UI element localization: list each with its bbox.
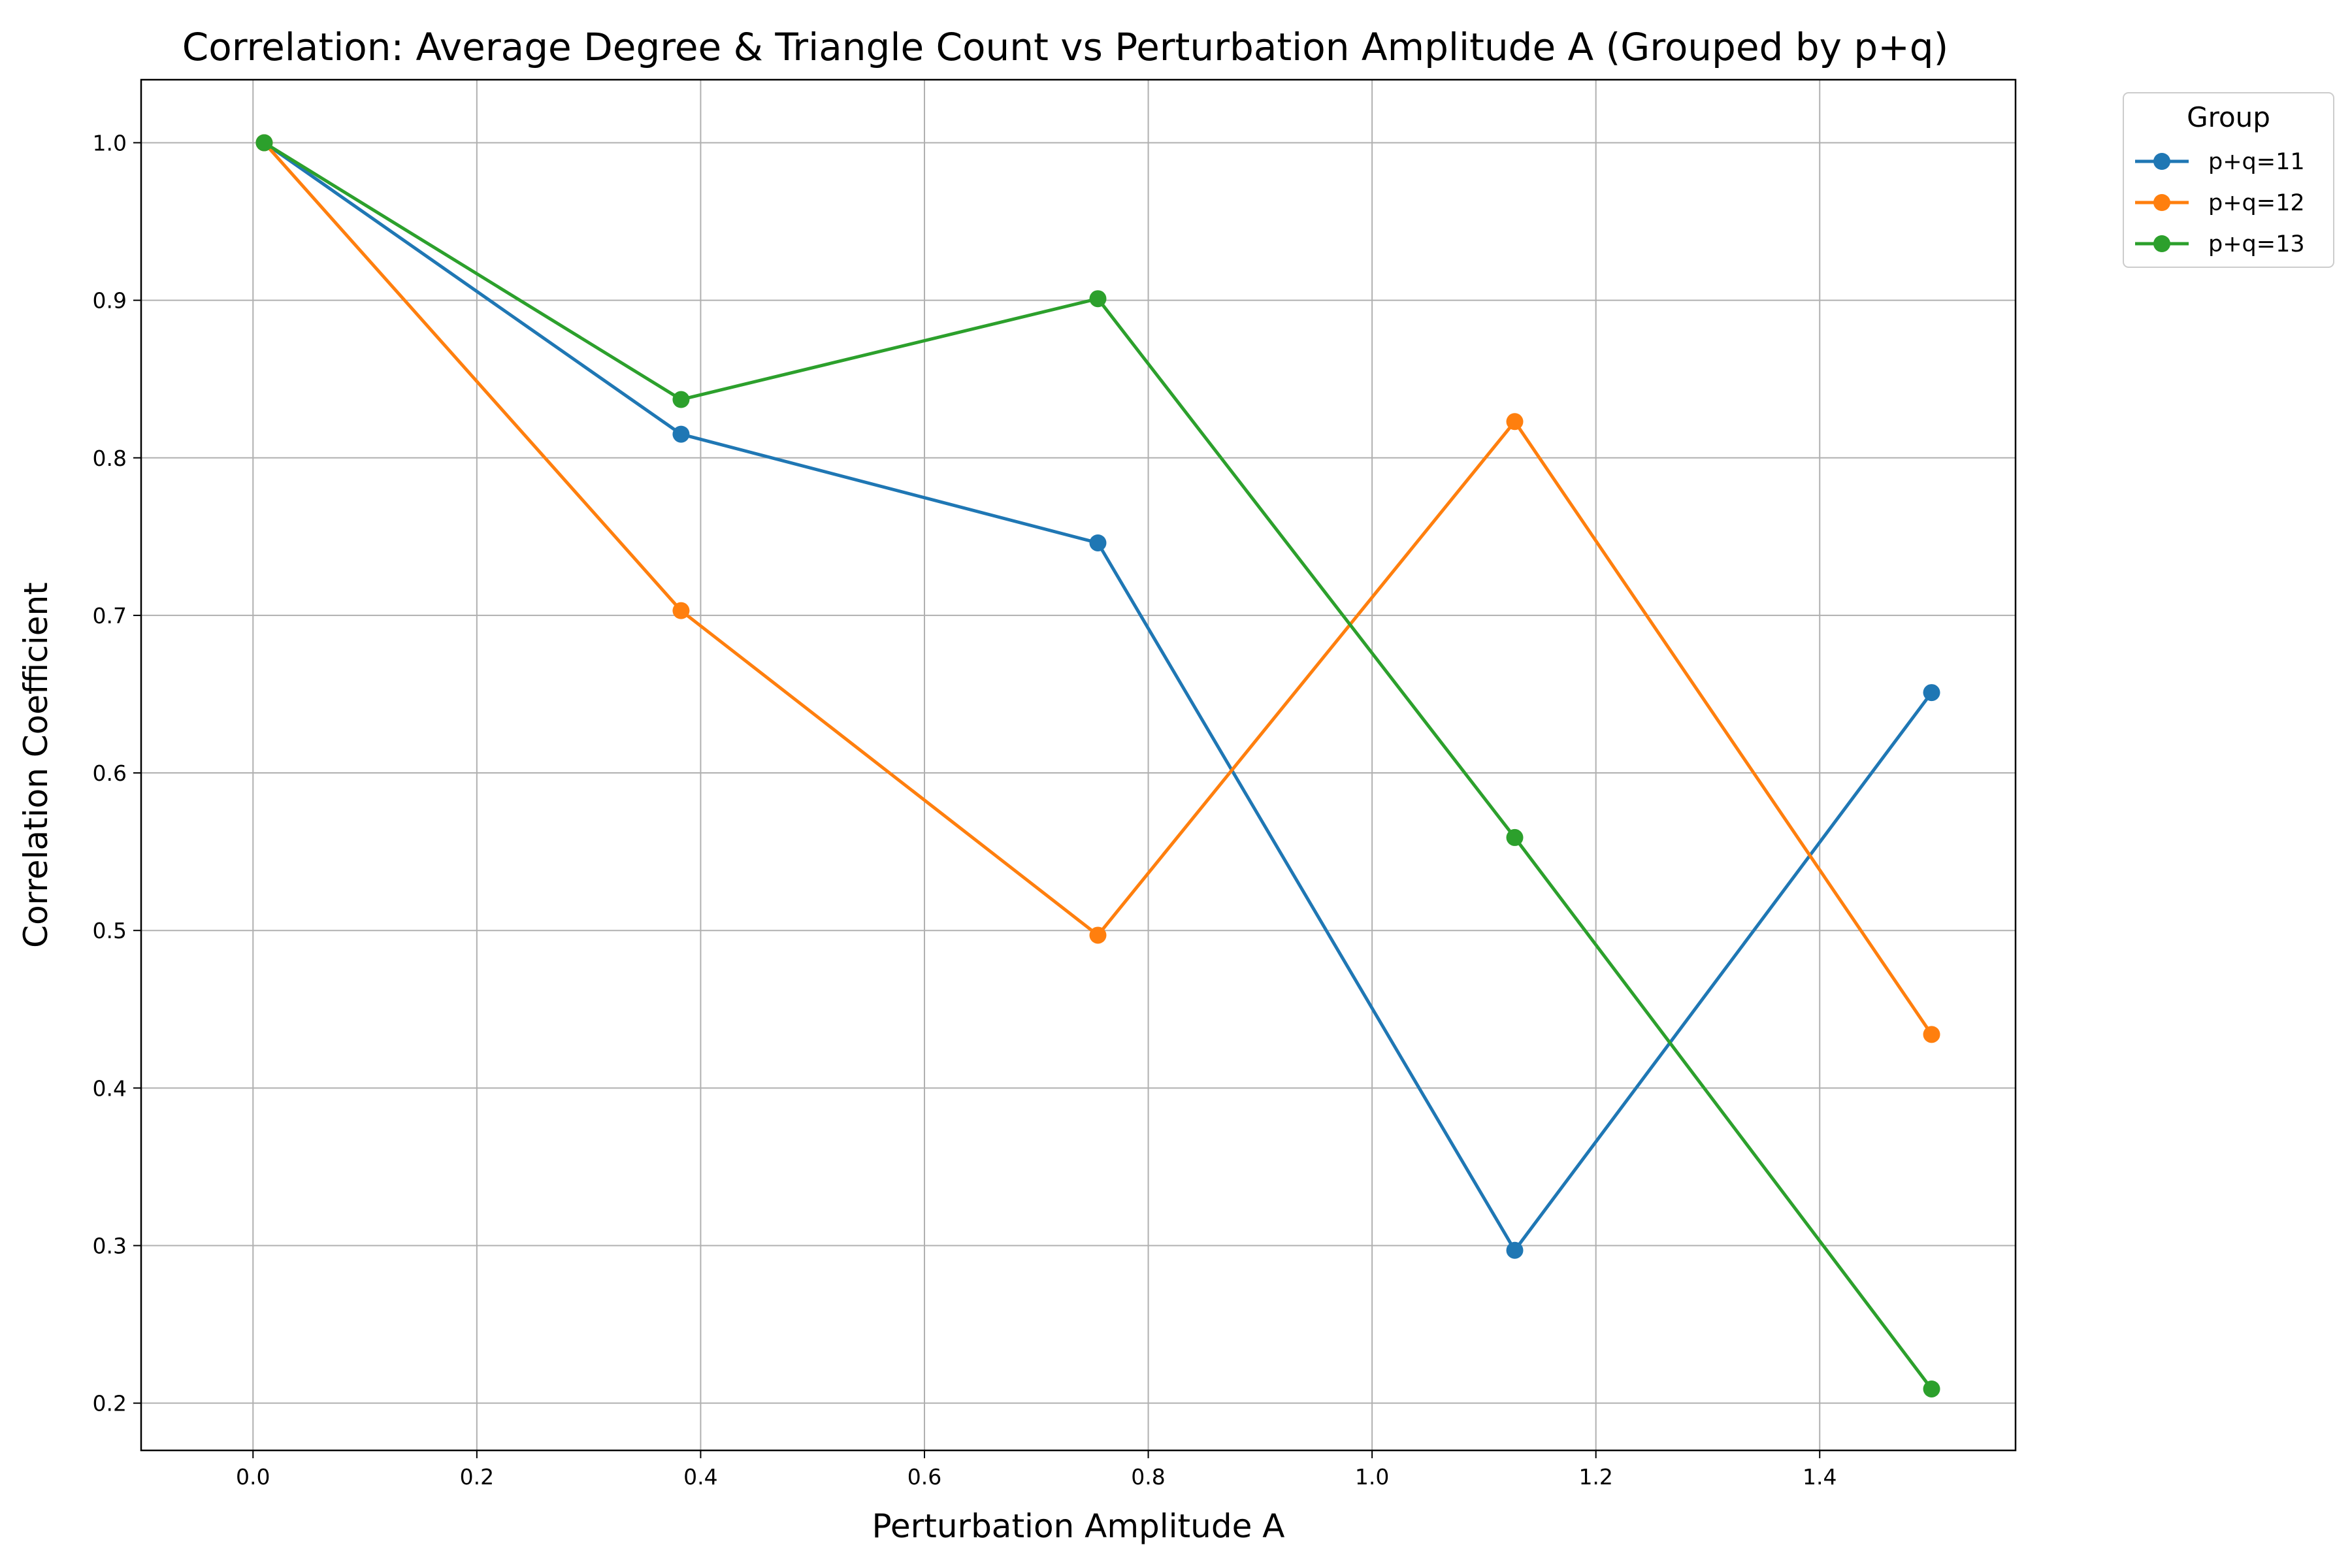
y-axis-title: Correlation Coefficient xyxy=(17,582,55,948)
x-tick-label: 1.0 xyxy=(1355,1464,1389,1490)
x-tick-label: 1.4 xyxy=(1803,1464,1837,1490)
grid xyxy=(141,80,2016,1450)
data-point xyxy=(1506,1241,1524,1259)
ticks: 0.0 0.2 0.4 0.6 0.8 1.0 1.2 1.4 0.2 0.3 0.4 0.5 0.6 0… xyxy=(93,130,1837,1490)
y-tick-label: 0.7 xyxy=(93,603,127,629)
y-tick-label: 0.3 xyxy=(93,1233,127,1259)
x-tick-label: 0.4 xyxy=(683,1464,717,1490)
x-tick-label: 0.0 xyxy=(236,1464,270,1490)
legend-box xyxy=(2123,92,2334,268)
y-tick-label: 0.9 xyxy=(93,288,127,314)
x-tick-label: 0.6 xyxy=(907,1464,941,1490)
legend-swatch-marker xyxy=(2153,153,2170,170)
legend-title: Group xyxy=(2187,101,2270,133)
legend-label: p+q=11 xyxy=(2208,149,2305,175)
y-tick-label: 0.8 xyxy=(93,446,127,471)
y-tick-label: 0.5 xyxy=(93,918,127,943)
legend-item: p+q=11 xyxy=(2135,149,2305,175)
data-point xyxy=(1089,534,1107,551)
legend-swatch-marker xyxy=(2153,194,2170,211)
data-point xyxy=(1923,1026,1940,1043)
chart-title: Correlation: Average Degree & Triangle C… xyxy=(182,25,1949,69)
data-point xyxy=(672,391,690,408)
x-tick-label: 0.8 xyxy=(1131,1464,1165,1490)
series-layer xyxy=(255,134,1940,1397)
y-tick-label: 0.6 xyxy=(93,760,127,786)
series-p+q=13 xyxy=(255,134,1940,1397)
y-tick-label: 0.2 xyxy=(93,1391,127,1416)
x-tick-label: 1.2 xyxy=(1578,1464,1612,1490)
data-point xyxy=(1923,684,1940,702)
data-point xyxy=(1089,926,1107,944)
legend-item: p+q=12 xyxy=(2135,190,2305,216)
legend-items: p+q=11 p+q=12 p+q=13 xyxy=(2135,149,2305,257)
data-point xyxy=(1923,1380,1940,1397)
x-axis-title: Perturbation Amplitude A xyxy=(872,1507,1285,1545)
data-point xyxy=(672,425,690,443)
data-point xyxy=(1506,828,1524,846)
y-tick-label: 1.0 xyxy=(93,130,127,155)
plot-frame xyxy=(140,78,2017,1452)
data-point xyxy=(255,134,273,152)
legend: Group p+q=11 p+q=12 p+q=13 xyxy=(2123,92,2334,268)
legend-label: p+q=13 xyxy=(2208,231,2305,257)
data-point xyxy=(1506,413,1524,431)
legend-swatch-marker xyxy=(2153,235,2170,252)
data-point xyxy=(672,602,690,619)
legend-item: p+q=13 xyxy=(2135,231,2305,257)
legend-label: p+q=12 xyxy=(2208,190,2305,216)
y-tick-label: 0.4 xyxy=(93,1075,127,1101)
data-point xyxy=(1089,290,1107,308)
x-tick-label: 0.2 xyxy=(460,1464,494,1490)
